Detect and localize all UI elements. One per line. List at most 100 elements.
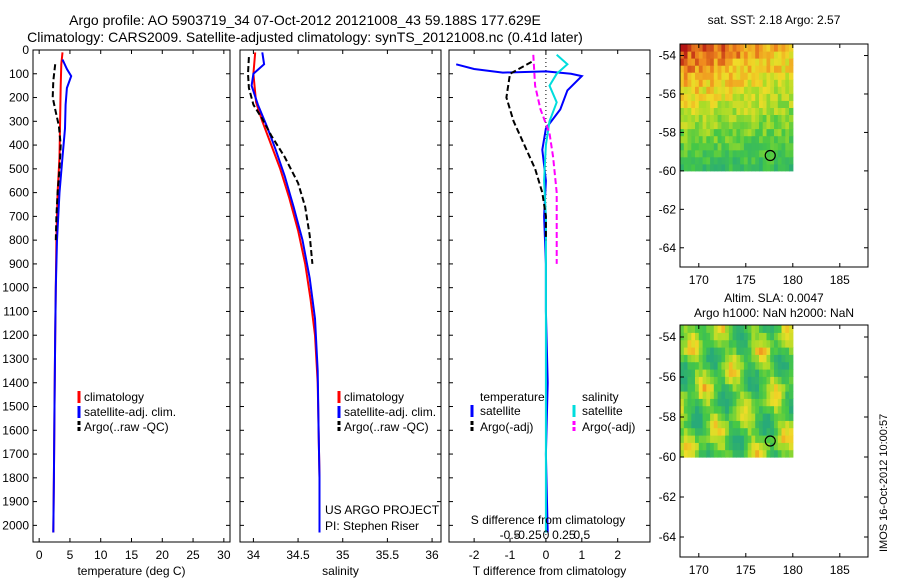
heatmap-cell xyxy=(736,354,741,363)
heatmap-cell xyxy=(751,325,756,333)
heatmap-cell xyxy=(683,86,689,94)
heatmap-cell xyxy=(698,383,704,392)
heatmap-cell xyxy=(713,86,719,94)
heatmap-cell xyxy=(770,114,775,123)
heatmap-cell xyxy=(717,449,722,458)
heatmap-cell xyxy=(721,435,726,443)
heatmap-cell xyxy=(755,339,760,348)
legend-label: satellite-adj. clim. xyxy=(344,405,436,419)
heatmap-cell xyxy=(683,369,689,377)
heatmap-cell xyxy=(755,449,760,458)
heatmap-cell xyxy=(717,107,722,115)
heatmap-cell xyxy=(683,420,689,429)
heatmap-cell xyxy=(785,86,790,94)
series-line xyxy=(250,52,321,533)
heatmap-cell xyxy=(770,391,775,399)
heatmap-cell xyxy=(695,79,700,87)
series-line xyxy=(252,52,321,533)
heatmap-cell xyxy=(713,93,719,101)
heatmap-cell xyxy=(725,435,730,443)
heatmap-cell xyxy=(785,156,790,165)
heatmap-cell xyxy=(770,449,775,458)
heatmap-cell xyxy=(740,72,745,80)
heatmap-cell xyxy=(732,100,737,108)
heatmap-cell xyxy=(740,369,745,377)
heatmap-cell xyxy=(740,449,745,458)
y-tick-label: 500 xyxy=(9,162,29,176)
heatmap-cell xyxy=(695,93,700,101)
heatmap-cell xyxy=(687,142,692,151)
heatmap-cell xyxy=(751,121,756,130)
heatmap-cell xyxy=(725,142,730,151)
legend-label: satellite-adj. clim. xyxy=(84,405,176,419)
heatmap-cell xyxy=(687,135,692,144)
heatmap-cell xyxy=(740,149,745,158)
y-tick-label: -60 xyxy=(659,164,677,178)
heatmap-cell xyxy=(702,65,707,73)
heatmap-cell xyxy=(743,383,749,392)
heatmap-cell xyxy=(755,93,760,101)
profile-panel-1: 0100200300400500600700800900100011001200… xyxy=(2,43,231,578)
heatmap-cell xyxy=(751,449,756,458)
heatmap-cell xyxy=(710,442,715,451)
heatmap-cell xyxy=(732,79,737,87)
heatmap-cell xyxy=(702,420,707,429)
heatmap-cell xyxy=(740,65,745,73)
heatmap-cell xyxy=(695,369,700,377)
heatmap-cell xyxy=(789,405,794,414)
heatmap-cell xyxy=(762,135,768,144)
heatmap-cell xyxy=(706,427,711,436)
legend-label: satellite xyxy=(582,404,623,418)
heatmap-cell xyxy=(721,51,726,59)
heatmap-cell xyxy=(687,369,692,377)
heatmap-cell xyxy=(740,427,745,436)
heatmap-cell xyxy=(691,86,696,94)
heatmap-cell xyxy=(695,156,700,165)
heatmap-cell xyxy=(755,107,760,115)
x2-tick-label: -0.25 xyxy=(514,528,542,542)
heatmap-cell xyxy=(751,405,756,414)
heatmap-cell xyxy=(687,435,692,443)
heatmap-cell xyxy=(743,72,749,80)
heatmap-cell xyxy=(710,58,715,66)
heatmap-cell xyxy=(702,142,707,151)
heatmap-cell xyxy=(755,405,760,414)
heatmap-cell xyxy=(710,44,715,52)
heatmap-cell xyxy=(728,93,734,101)
heatmap-cell xyxy=(777,100,783,108)
heatmap-cell xyxy=(751,156,756,165)
heatmap-cell xyxy=(774,163,779,172)
heatmap-cell xyxy=(695,398,700,407)
heatmap-cell xyxy=(702,128,707,137)
y-tick-label: 1100 xyxy=(3,304,29,318)
heatmap-cell xyxy=(774,93,779,101)
heatmap-cell xyxy=(710,413,715,421)
heatmap-cell xyxy=(770,427,775,436)
heatmap-cell xyxy=(732,369,737,377)
heatmap-cell xyxy=(747,135,753,144)
argo-position-marker xyxy=(764,435,776,447)
heatmap-cell xyxy=(743,369,749,377)
heatmap-cell xyxy=(721,121,726,130)
heatmap-cell xyxy=(695,405,700,414)
heatmap-cell xyxy=(785,79,790,87)
heatmap-cell xyxy=(702,86,707,94)
heatmap-cell xyxy=(777,149,783,158)
heatmap-cell xyxy=(755,72,760,80)
heatmap-cell xyxy=(781,142,786,151)
heatmap-cell xyxy=(713,383,719,392)
heatmap-cell xyxy=(743,413,749,421)
heatmap-cell xyxy=(785,44,790,52)
heatmap-cell xyxy=(680,354,685,363)
heatmap-cell xyxy=(789,354,794,363)
heatmap-cell xyxy=(710,449,715,458)
heatmap-cell xyxy=(683,163,689,172)
heatmap-cell xyxy=(687,79,692,87)
heatmap-cell xyxy=(717,58,722,66)
heatmap-cell xyxy=(698,93,704,101)
heatmap-cell xyxy=(695,149,700,158)
heatmap-cell xyxy=(762,427,768,436)
heatmap-cell xyxy=(743,156,749,165)
heatmap-cell xyxy=(721,142,726,151)
heatmap-cell xyxy=(732,44,737,52)
